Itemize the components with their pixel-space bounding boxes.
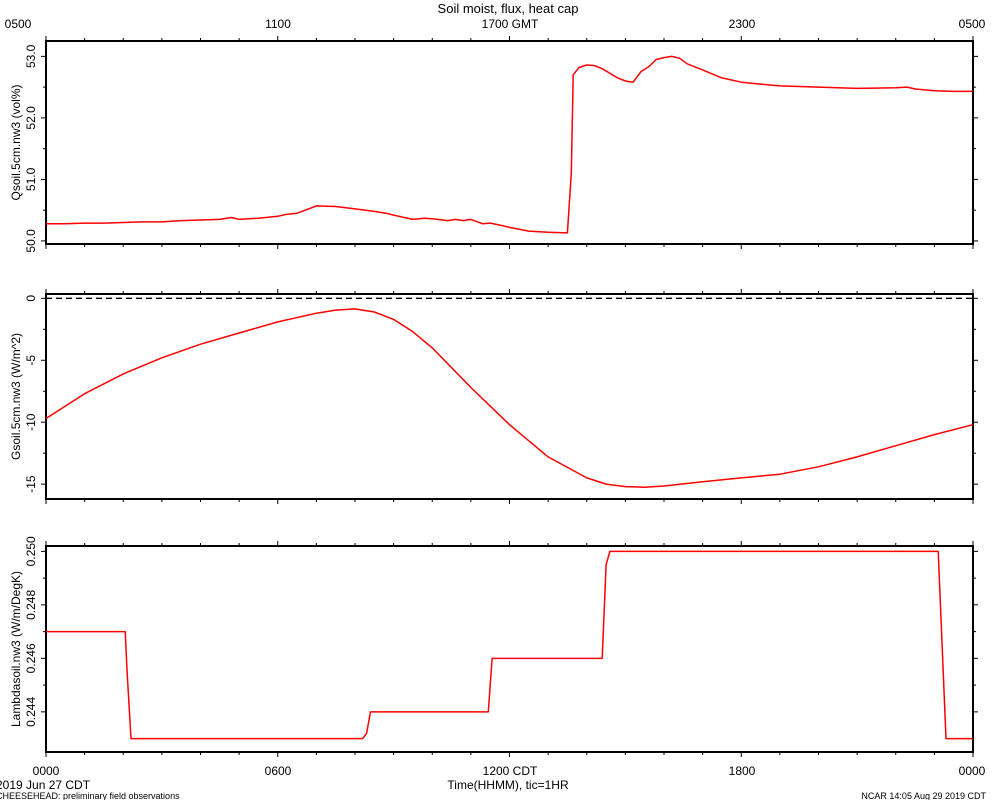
top-axis-tick-label: 0500 bbox=[5, 17, 32, 31]
footer-timestamp: NCAR 14:05 Aug 29 2019 CDT bbox=[861, 791, 986, 800]
bottom-axis-tick-label: 0000 bbox=[33, 764, 60, 778]
y-axis-title: Gsoil.5cm.nw3 (W/m^2) bbox=[9, 333, 23, 460]
plot-frame bbox=[45, 293, 974, 500]
footer-date: 2019 Jun 27 CDT bbox=[0, 778, 91, 792]
y-tick-label: 51.0 bbox=[24, 167, 38, 191]
y-tick-label: 0.250 bbox=[24, 536, 38, 566]
top-axis-tick-label: 1700 GMT bbox=[482, 17, 539, 31]
y-tick-label: 0.244 bbox=[24, 697, 38, 727]
top-axis-tick-label: 2300 bbox=[729, 17, 756, 31]
top-axis-tick-label: 1100 bbox=[265, 17, 291, 31]
bottom-axis-tick-label: 1800 bbox=[729, 764, 756, 778]
y-tick-label: 0.248 bbox=[24, 590, 38, 620]
y-tick-label: -10 bbox=[24, 413, 38, 431]
y-axis-title: Lambdasoil.nw3 (W/m/DegK) bbox=[9, 571, 23, 727]
bottom-axis-tick-label: 1200 CDT bbox=[483, 764, 538, 778]
y-tick-label: 50.0 bbox=[24, 229, 38, 253]
y-tick-label: 0 bbox=[24, 295, 38, 302]
y-tick-label: -15 bbox=[24, 475, 38, 493]
series-line bbox=[46, 550, 973, 740]
bottom-axis-tick-label: 0000 bbox=[959, 764, 986, 778]
footer-note: CHEESEHEAD: preliminary field observatio… bbox=[0, 791, 180, 800]
series-line bbox=[46, 55, 973, 234]
y-axis-title: Qsoil.5cm.nw3 (vol%) bbox=[9, 84, 23, 200]
chart-panel-2: 0 -5 -10 -15 Gsoil.5cm.nw3 (W/m^2) bbox=[9, 289, 978, 504]
chart-panel-1: 50.0 51.0 52.0 53.0 Qsoil.5cm.nw3 (vol%) bbox=[9, 36, 978, 253]
y-tick-label: -5 bbox=[24, 355, 38, 366]
series-line bbox=[45, 308, 974, 488]
top-axis-tick-label: 0500 bbox=[959, 17, 986, 31]
plot-frame bbox=[45, 40, 974, 245]
y-tick-label: 52.0 bbox=[24, 106, 38, 130]
y-tick-label: 53.0 bbox=[24, 44, 38, 68]
bottom-axis-tick-label: 0600 bbox=[265, 764, 292, 778]
chart-title: Soil moist, flux, heat cap bbox=[438, 1, 579, 16]
plot-frame bbox=[45, 545, 974, 753]
x-axis-title: Time(HHMM), tic=1HR bbox=[447, 778, 569, 792]
chart-panels: 50.0 51.0 52.0 53.0 Qsoil.5cm.nw3 (vol%) 0 -5 -… bbox=[9, 36, 978, 757]
y-tick-label: 0.246 bbox=[24, 643, 38, 673]
